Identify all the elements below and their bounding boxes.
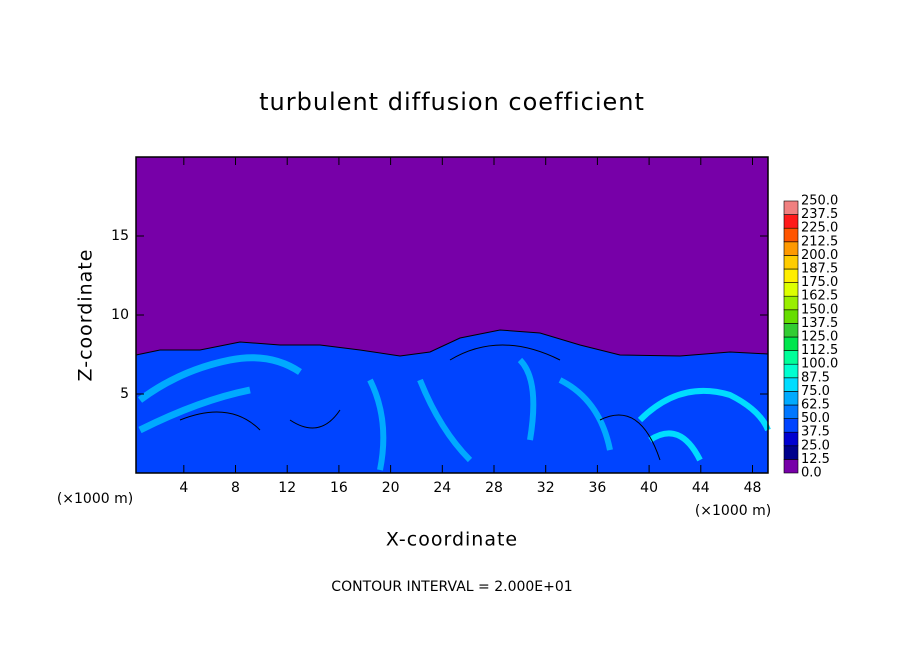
colorbar-band	[783, 350, 799, 365]
colorbar-band	[783, 309, 799, 324]
y-tick-label: 5	[120, 386, 129, 402]
colorbar-band	[783, 323, 799, 338]
x-tick-label: 24	[433, 480, 451, 496]
colorbar-band	[783, 282, 799, 297]
colorbar-label: 50.0	[801, 411, 830, 426]
colorbar-band	[783, 200, 799, 215]
colorbar-band	[783, 418, 799, 433]
colorbar-band	[783, 336, 799, 351]
colorbar-label: 225.0	[801, 221, 838, 236]
colorbar-label: 87.5	[801, 370, 830, 385]
colorbar-label: 250.0	[801, 194, 838, 209]
colorbar-band	[783, 227, 799, 243]
colorbar-band	[783, 363, 799, 379]
colorbar-band	[783, 391, 799, 406]
x-tick-label: 36	[588, 480, 606, 496]
colorbar-band	[783, 214, 799, 229]
x-tick-label: 16	[330, 480, 348, 496]
x-tick-label: 12	[278, 480, 296, 496]
colorbar-band	[783, 377, 799, 392]
colorbar-label: 187.5	[801, 262, 838, 277]
field-swirl	[637, 387, 771, 462]
x-tick-label: 8	[231, 480, 240, 496]
contour-interval: CONTOUR INTERVAL = 2.000E+01	[331, 579, 572, 595]
colorbar-band	[783, 241, 799, 256]
colorbar-band	[783, 445, 799, 460]
colorbar-band	[783, 255, 799, 270]
y-tick-label: 15	[111, 228, 129, 244]
colorbar-band	[783, 268, 799, 283]
colorbar-label: 100.0	[801, 357, 838, 372]
field-swirl	[367, 357, 613, 471]
x-unit: (×1000 m)	[695, 503, 771, 519]
field-swirl	[137, 354, 302, 434]
x-tick-label: 44	[692, 480, 710, 496]
colorbar-label: 150.0	[801, 302, 838, 317]
colorbar-label: 125.0	[801, 330, 838, 345]
x-unit: (×1000 m)	[57, 491, 133, 507]
colorbar-band	[783, 431, 799, 447]
x-tick-label: 28	[485, 480, 503, 496]
x-tick-label: 20	[382, 480, 400, 496]
colorbar-label: 25.0	[801, 438, 830, 453]
colorbar-label: 137.5	[801, 316, 838, 331]
y-tick-label: 10	[111, 307, 129, 323]
x-tick-label: 48	[744, 480, 762, 496]
x-axis-label: X-coordinate	[386, 529, 518, 551]
colorbar-label: 112.5	[801, 343, 838, 358]
colorbar-label: 200.0	[801, 248, 838, 263]
colorbar-label: 212.5	[801, 234, 838, 249]
x-tick-label: 4	[179, 480, 188, 496]
colorbar-label: 175.0	[801, 275, 838, 290]
colorbar-label: 0.0	[801, 466, 822, 481]
colorbar-band	[783, 295, 799, 311]
chart-title: turbulent diffusion coefficient	[259, 88, 645, 116]
colorbar-label: 62.5	[801, 398, 830, 413]
colorbar-label: 37.5	[801, 425, 830, 440]
colorbar-label: 162.5	[801, 289, 838, 304]
colorbar-band	[783, 459, 799, 474]
colorbar-label: 75.0	[801, 384, 830, 399]
y-axis-label: Z-coordinate	[75, 249, 97, 382]
contour-line	[179, 344, 661, 461]
colorbar-label: 12.5	[801, 452, 830, 467]
x-tick-label: 40	[640, 480, 658, 496]
colorbar-label: 237.5	[801, 207, 838, 222]
colorbar-band	[783, 404, 799, 419]
x-tick-label: 32	[537, 480, 555, 496]
field	[135, 156, 771, 474]
